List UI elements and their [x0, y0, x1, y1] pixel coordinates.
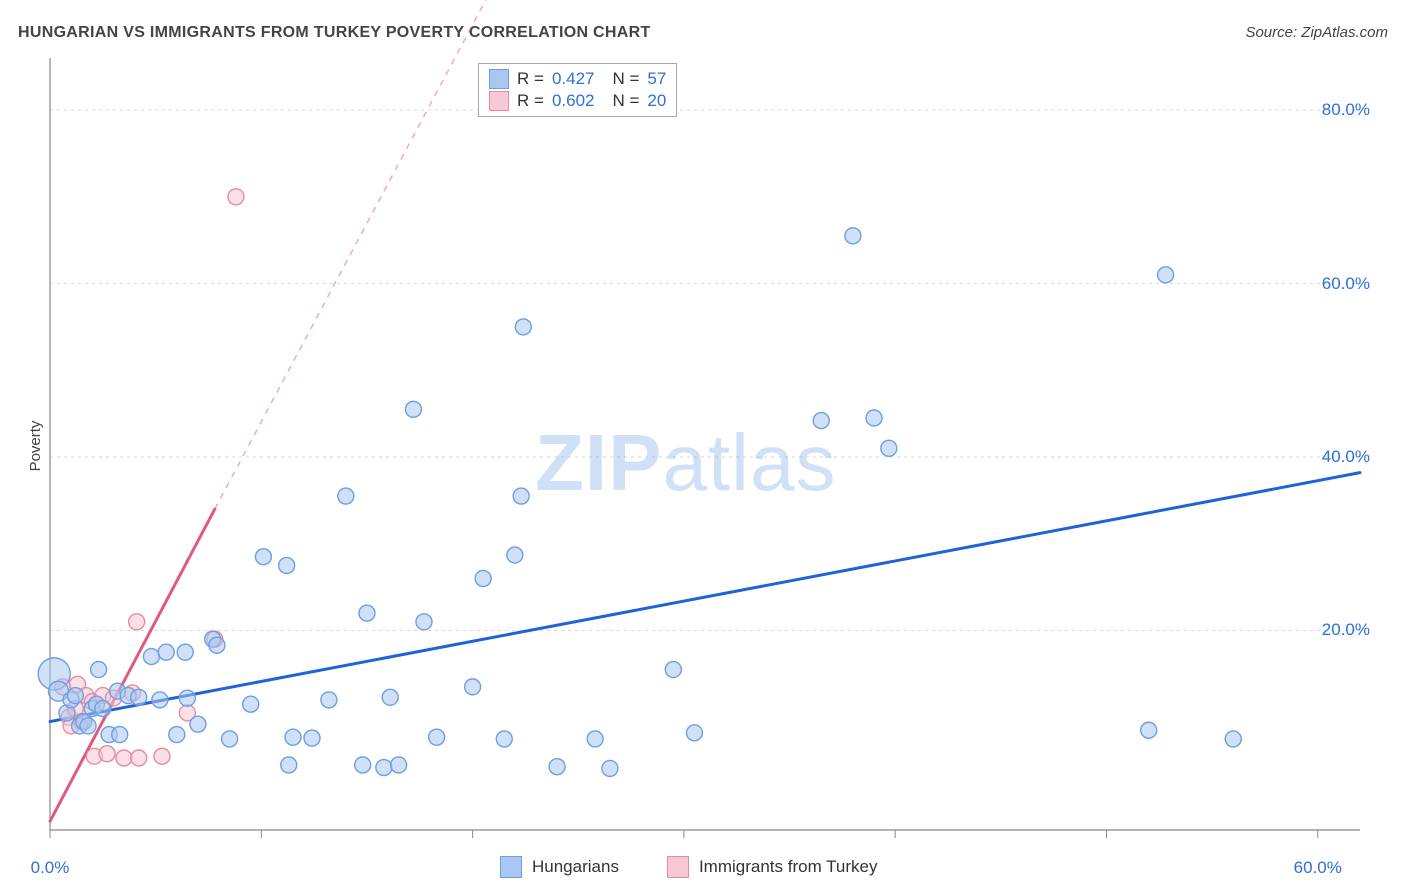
x-tick-label: 0.0%: [31, 858, 70, 878]
stat-row: R = 0.427N = 57: [489, 68, 666, 90]
series-swatch: [489, 69, 509, 89]
legend-swatch: [667, 856, 689, 878]
x-tick-label: 60.0%: [1294, 858, 1342, 878]
chart-svg: [0, 0, 1406, 892]
y-tick-label: 20.0%: [1322, 620, 1370, 640]
y-tick-label: 40.0%: [1322, 447, 1370, 467]
y-tick-label: 60.0%: [1322, 274, 1370, 294]
series-swatch: [489, 91, 509, 111]
series-legend: Hungarians Immigrants from Turkey: [500, 856, 878, 878]
legend-swatch: [500, 856, 522, 878]
legend-label: Immigrants from Turkey: [699, 857, 878, 877]
y-tick-label: 80.0%: [1322, 100, 1370, 120]
correlation-stats-box: R = 0.427N = 57R = 0.602N = 20: [478, 63, 677, 117]
legend-label: Hungarians: [532, 857, 619, 877]
stat-row: R = 0.602N = 20: [489, 90, 666, 112]
